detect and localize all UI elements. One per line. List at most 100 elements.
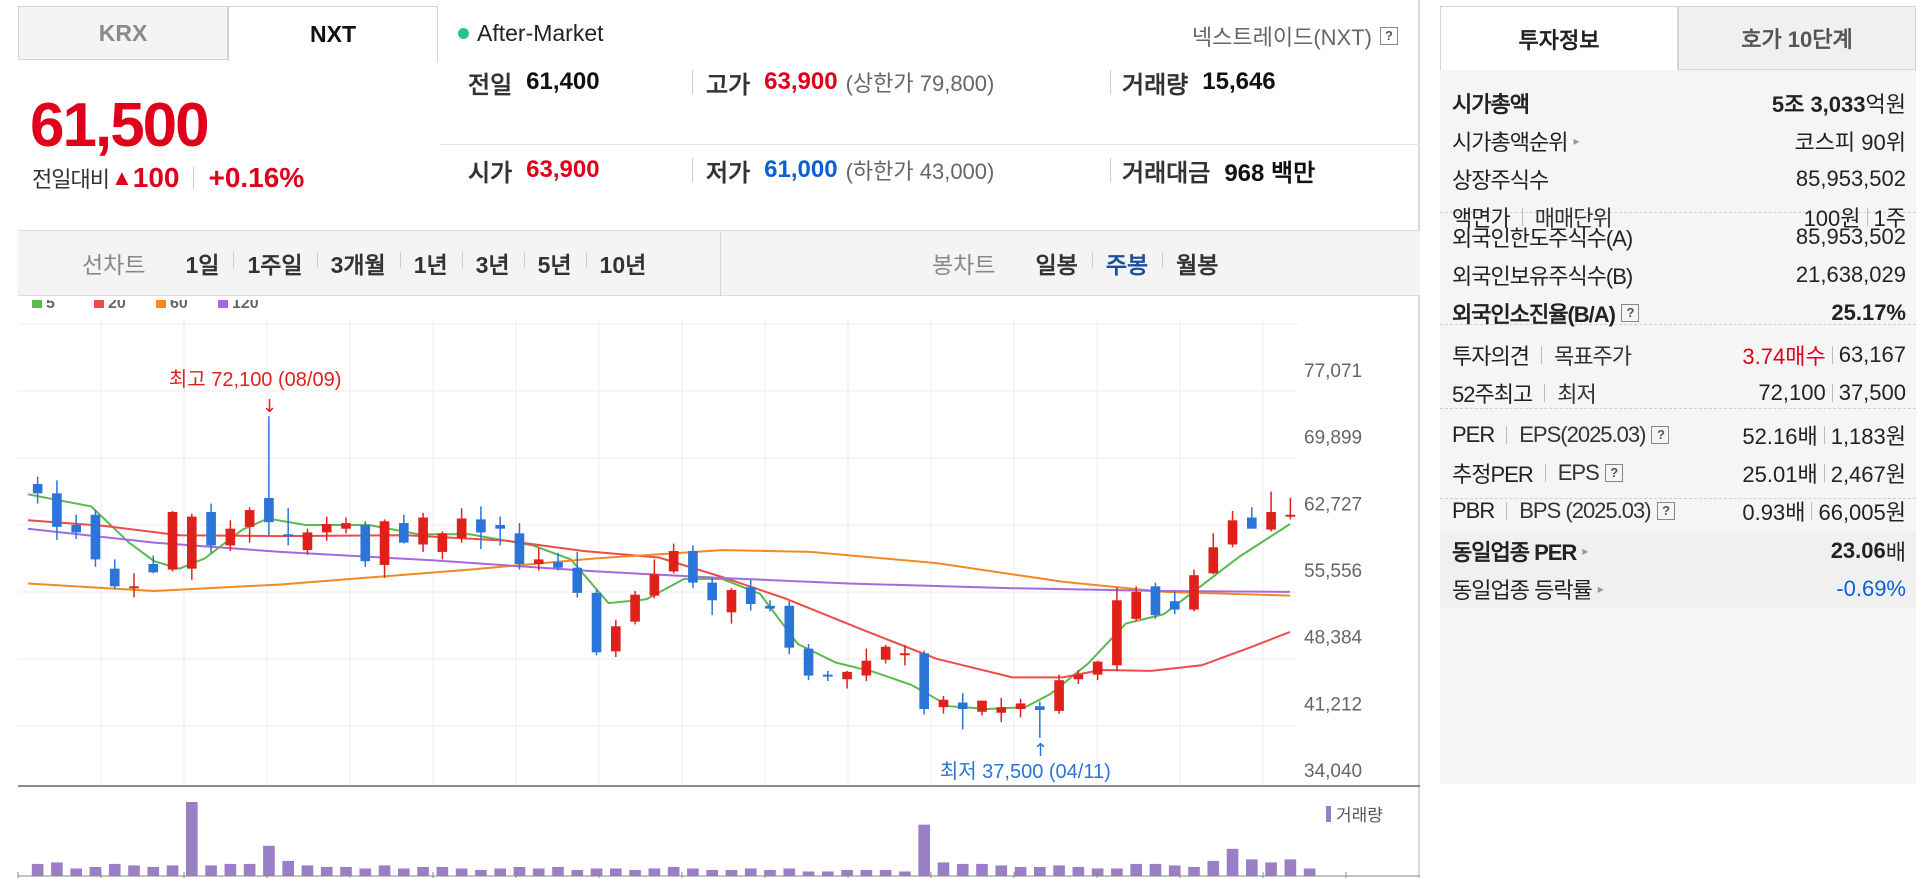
help-icon[interactable]: ?: [1651, 426, 1670, 444]
candle[interactable]: [379, 519, 390, 578]
candle[interactable]: [1247, 507, 1257, 529]
tab-nxt[interactable]: NXT: [228, 6, 438, 62]
candle[interactable]: [688, 545, 698, 589]
candle[interactable]: [977, 700, 987, 716]
candle[interactable]: [726, 588, 737, 624]
caret-right-icon[interactable]: ▸: [1597, 582, 1604, 596]
help-icon[interactable]: ?: [1380, 27, 1398, 45]
candle[interactable]: [187, 513, 197, 580]
candle[interactable]: [880, 644, 891, 664]
candle[interactable]: [456, 508, 467, 543]
candle[interactable]: [533, 548, 544, 571]
candle[interactable]: [1189, 569, 1199, 612]
session-dot-icon: [458, 28, 469, 39]
candle[interactable]: [823, 670, 833, 682]
candle[interactable]: [553, 552, 563, 571]
tab-order-book[interactable]: 호가 10단계: [1678, 6, 1916, 70]
line-period-button-1[interactable]: 1주일: [233, 246, 316, 280]
candle[interactable]: [437, 531, 448, 560]
candle[interactable]: [476, 506, 486, 550]
candle[interactable]: [1092, 660, 1103, 681]
candle[interactable]: [591, 589, 602, 656]
candle[interactable]: [1112, 587, 1122, 671]
tab-krx[interactable]: KRX: [18, 6, 228, 60]
ma5-line: [27, 493, 1291, 711]
candle[interactable]: [418, 512, 428, 552]
candle[interactable]: [129, 573, 139, 598]
caret-right-icon[interactable]: ▸: [1582, 544, 1588, 558]
caret-right-icon[interactable]: ▸: [1573, 134, 1579, 148]
candle[interactable]: [167, 511, 178, 572]
candle[interactable]: [206, 503, 216, 553]
nxt-info-link[interactable]: 넥스트레이드(NXT) ?: [1192, 20, 1398, 52]
candle[interactable]: [668, 543, 679, 574]
candle[interactable]: [1054, 674, 1064, 714]
candle[interactable]: [765, 600, 775, 612]
candle[interactable]: [244, 507, 255, 543]
candle[interactable]: [919, 650, 929, 715]
candle[interactable]: [630, 590, 640, 625]
candle-body: [225, 528, 236, 546]
help-icon[interactable]: ?: [1604, 464, 1623, 482]
candle[interactable]: [148, 555, 159, 574]
help-icon[interactable]: ?: [1620, 304, 1639, 322]
info-label: 52주최고 최저: [1452, 377, 1597, 409]
candle[interactable]: [1227, 511, 1238, 548]
line-period-button-3[interactable]: 1년: [399, 246, 462, 280]
candle[interactable]: [495, 516, 505, 546]
line-period-button-5[interactable]: 5년: [523, 246, 586, 280]
candle[interactable]: [1073, 669, 1084, 684]
volume-bar: [263, 845, 275, 876]
help-icon[interactable]: ?: [1656, 502, 1675, 520]
candle[interactable]: [341, 517, 351, 534]
candle[interactable]: [1169, 590, 1180, 615]
candle[interactable]: [1266, 491, 1276, 532]
tab-investment-info[interactable]: 투자정보: [1440, 6, 1678, 70]
candle[interactable]: [1285, 498, 1296, 520]
candle[interactable]: [1150, 582, 1161, 619]
candle[interactable]: [784, 601, 795, 655]
candle-body: [1150, 586, 1161, 616]
candle[interactable]: [1015, 698, 1026, 718]
candle[interactable]: [745, 579, 756, 611]
candle[interactable]: [399, 514, 409, 544]
line-period-button-6[interactable]: 10년: [585, 246, 661, 280]
candle[interactable]: [71, 514, 81, 539]
candle-period-button-2[interactable]: 월봉: [1162, 246, 1232, 280]
candle[interactable]: [90, 510, 101, 567]
candle[interactable]: [707, 577, 717, 616]
candle[interactable]: [109, 559, 120, 590]
candle-period-button-1[interactable]: 주봉: [1091, 246, 1162, 280]
candle[interactable]: [938, 696, 949, 714]
line-period-button-4[interactable]: 3년: [461, 246, 524, 280]
candle[interactable]: [302, 528, 313, 555]
candle-body: [71, 524, 81, 533]
upper-limit: (상한가 79,800): [845, 71, 995, 96]
line-period-button-0[interactable]: 1일: [185, 252, 220, 278]
candle[interactable]: [1131, 586, 1141, 621]
candle[interactable]: [1035, 701, 1045, 738]
candle[interactable]: [649, 559, 660, 599]
quote-trade-value: 거래대금 968 백만: [1122, 153, 1315, 188]
candle[interactable]: [572, 551, 583, 598]
candle[interactable]: [52, 480, 62, 540]
volume-bar: [436, 866, 449, 876]
candle[interactable]: [900, 644, 910, 666]
candle[interactable]: [957, 693, 968, 730]
candlestick-chart[interactable]: 한국거래소(KRX)5206012077,07169,89962,72755,5…: [0, 300, 1420, 878]
candle[interactable]: [611, 619, 621, 657]
candle[interactable]: [321, 516, 332, 541]
candle[interactable]: [283, 508, 293, 546]
candle[interactable]: [32, 476, 43, 504]
candle[interactable]: [225, 520, 236, 551]
candle-period-button-0[interactable]: 일봉: [1035, 252, 1078, 278]
candle[interactable]: [996, 697, 1007, 723]
candle[interactable]: [861, 648, 872, 682]
candle[interactable]: [803, 643, 814, 681]
line-period-button-2[interactable]: 3개월: [316, 246, 400, 280]
candle[interactable]: [1208, 533, 1219, 575]
candle[interactable]: [264, 416, 274, 536]
candle[interactable]: [514, 523, 525, 570]
candle[interactable]: [842, 670, 852, 689]
candle[interactable]: [360, 521, 371, 567]
